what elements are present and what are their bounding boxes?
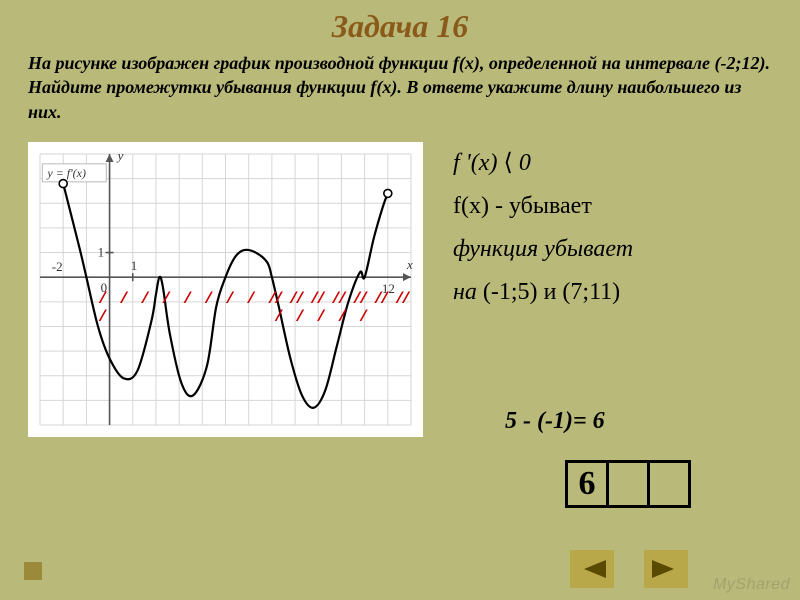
slide-title: Задача 16 (0, 0, 800, 45)
svg-text:-2: -2 (52, 259, 63, 274)
answer-cell-3 (647, 460, 691, 508)
answer-cell-2 (606, 460, 650, 508)
math-interval-2: (7;11) (562, 279, 620, 305)
math-on: на (453, 279, 483, 305)
math-line-4: на (-1;5) и (7;11) (453, 279, 772, 306)
graph-panel: yx-201121y = f'(x) / / / / / / / / / / /… (28, 142, 423, 437)
prev-button[interactable] (570, 550, 614, 588)
nav-buttons (570, 550, 688, 588)
svg-text:y: y (116, 148, 124, 163)
arrow-right-icon (652, 557, 680, 581)
content-row: yx-201121y = f'(x) / / / / / / / / / / /… (0, 124, 800, 437)
math-line-3: функция убывает (453, 236, 772, 263)
calc-minus: - (517, 408, 537, 434)
math-angle-bracket: ⟨ (503, 150, 512, 176)
math-line-2: f(x) - убывает (453, 193, 772, 220)
calc-eq: = (573, 408, 593, 434)
corner-square-button[interactable] (24, 562, 42, 580)
arrow-left-icon (578, 557, 606, 581)
svg-text:y = f'(x): y = f'(x) (46, 166, 86, 180)
math-f: f(x) (453, 193, 489, 219)
answer-cell-1: 6 (565, 460, 609, 508)
svg-text:x: x (406, 257, 413, 272)
math-zero: 0 (519, 150, 531, 176)
math-interval-1: (-1;5) (483, 279, 538, 305)
calc-a: 5 (505, 408, 517, 434)
calculation: 5 - (-1)= 6 (505, 408, 605, 435)
hash-region-2: / / / / / / / / / / / / (274, 290, 423, 326)
answer-boxes: 6 (565, 460, 688, 508)
math-line-1: f '(x) ⟨ 0 (453, 148, 772, 177)
svg-text:1: 1 (131, 258, 138, 273)
svg-text:1: 1 (98, 244, 105, 259)
calc-r: 6 (593, 408, 605, 434)
math-and: и (538, 279, 563, 305)
math-column: f '(x) ⟨ 0 f(x) - убывает функция убывае… (453, 142, 772, 437)
calc-b: (-1) (537, 408, 573, 434)
next-button[interactable] (644, 550, 688, 588)
math-dash: - (489, 193, 509, 219)
watermark: MyShared (713, 576, 790, 594)
problem-statement: На рисунке изображен график производной … (0, 45, 800, 124)
math-fprime: f '(x) (453, 150, 497, 176)
math-decreases: убывает (509, 193, 592, 219)
